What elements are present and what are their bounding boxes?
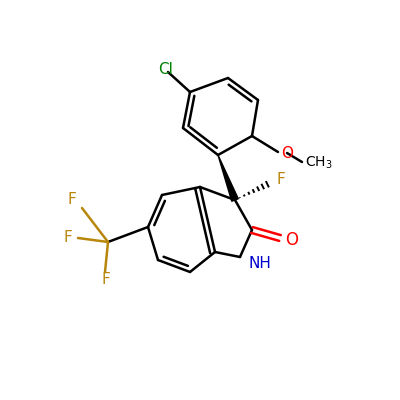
Text: O: O [281, 146, 293, 160]
Text: NH: NH [248, 256, 271, 270]
Text: F: F [64, 230, 72, 246]
Text: Cl: Cl [158, 62, 174, 77]
Text: F: F [68, 192, 76, 208]
Text: O: O [285, 231, 298, 249]
Text: CH$_3$: CH$_3$ [305, 155, 333, 171]
Text: F: F [277, 172, 286, 186]
Polygon shape [218, 155, 238, 201]
Text: F: F [102, 272, 110, 288]
